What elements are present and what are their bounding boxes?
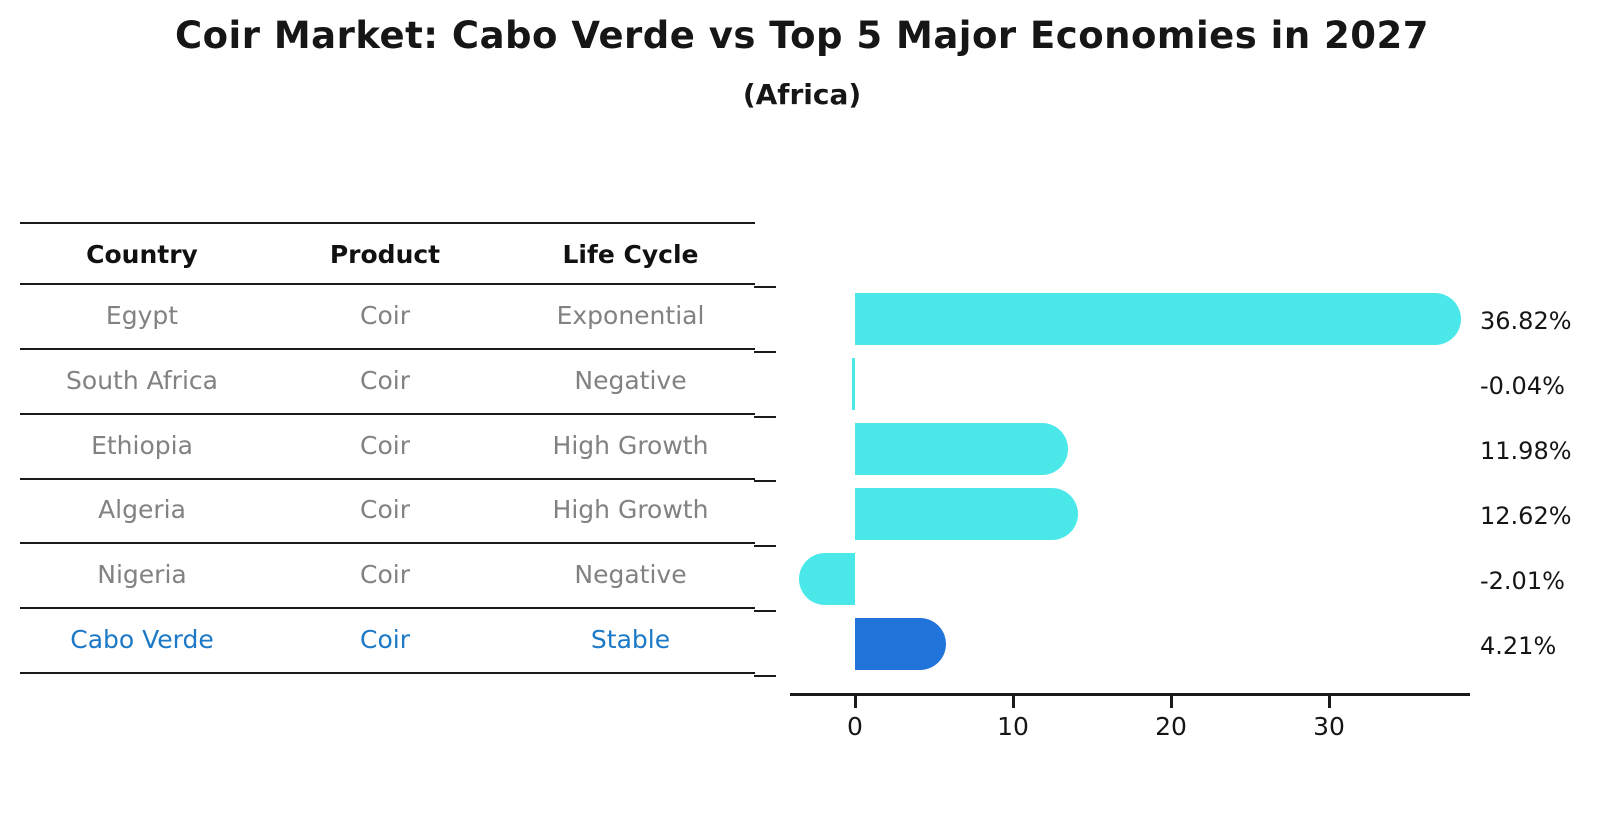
cell-life-cycle: Negative [574,365,687,395]
bar-ethiopia [855,423,1068,475]
y-axis-tick [754,351,776,353]
x-tick-label: 10 [997,712,1029,741]
cell-country: Egypt [105,300,179,330]
value-label: 12.62% [1480,502,1572,530]
table-divider [20,478,755,480]
cell-product: Coir [360,625,410,655]
x-axis-tick [1012,696,1015,708]
cell-life-cycle: High Growth [552,430,709,460]
cell-country: Ethiopia [91,430,193,460]
y-axis-tick [754,675,776,677]
column-header-life-cycle: Life Cycle [562,239,699,269]
table-row-cabo-verde: Cabo Verde Coir Stable [20,607,755,672]
chart-subtitle: (Africa) [742,78,862,111]
cell-product: Coir [360,430,410,460]
table-divider [20,542,755,544]
table-header-row: Country Product Life Cycle [20,228,755,280]
value-label: -2.01% [1480,567,1565,595]
value-label: 4.21% [1480,632,1557,660]
bar-algeria [855,488,1078,540]
cell-life-cycle: Negative [574,560,687,590]
cell-country: South Africa [66,365,218,395]
value-label: 36.82% [1480,307,1572,335]
table-divider [20,283,755,285]
y-axis-tick [754,480,776,482]
value-label: 11.98% [1480,437,1572,465]
bar-south-africa [852,358,855,410]
table-row-nigeria: Nigeria Coir Negative [20,542,755,607]
cell-country: Algeria [98,495,186,525]
bar-nigeria [799,553,855,605]
table-divider [20,348,755,350]
cell-life-cycle: High Growth [552,495,709,525]
table-divider [20,607,755,609]
bar-cabo-verde [855,618,946,670]
table-divider [20,672,755,674]
x-tick-label: 30 [1313,712,1345,741]
x-axis-tick [1170,696,1173,708]
x-tick-label: 20 [1155,712,1187,741]
table-divider [20,413,755,415]
x-tick-label: 0 [847,712,863,741]
cell-life-cycle: Exponential [556,300,705,330]
bar-egypt [855,293,1461,345]
y-axis-tick [754,286,776,288]
country-table: Country Product Life Cycle Egypt Coir Expo… [20,222,755,674]
y-axis-tick [754,416,776,418]
table-divider [20,222,755,224]
cell-country: Nigeria [97,560,187,590]
cell-product: Coir [360,300,410,330]
x-axis-line [790,693,1470,696]
y-axis-tick [754,545,776,547]
table-row-algeria: Algeria Coir High Growth [20,478,755,543]
cell-life-cycle: Stable [590,625,671,655]
table-row-ethiopia: Ethiopia Coir High Growth [20,413,755,478]
column-header-country: Country [86,239,198,269]
cell-product: Coir [360,560,410,590]
table-row-egypt: Egypt Coir Exponential [20,283,755,348]
x-axis-tick [854,696,857,708]
cell-country: Cabo Verde [70,625,214,655]
cell-product: Coir [360,365,410,395]
chart-title: Coir Market: Cabo Verde vs Top 5 Major E… [174,14,1430,57]
x-axis-tick [1328,696,1331,708]
table-row-south-africa: South Africa Coir Negative [20,348,755,413]
value-label: -0.04% [1480,372,1565,400]
column-header-product: Product [329,239,441,269]
cell-product: Coir [360,495,410,525]
y-axis-tick [754,610,776,612]
